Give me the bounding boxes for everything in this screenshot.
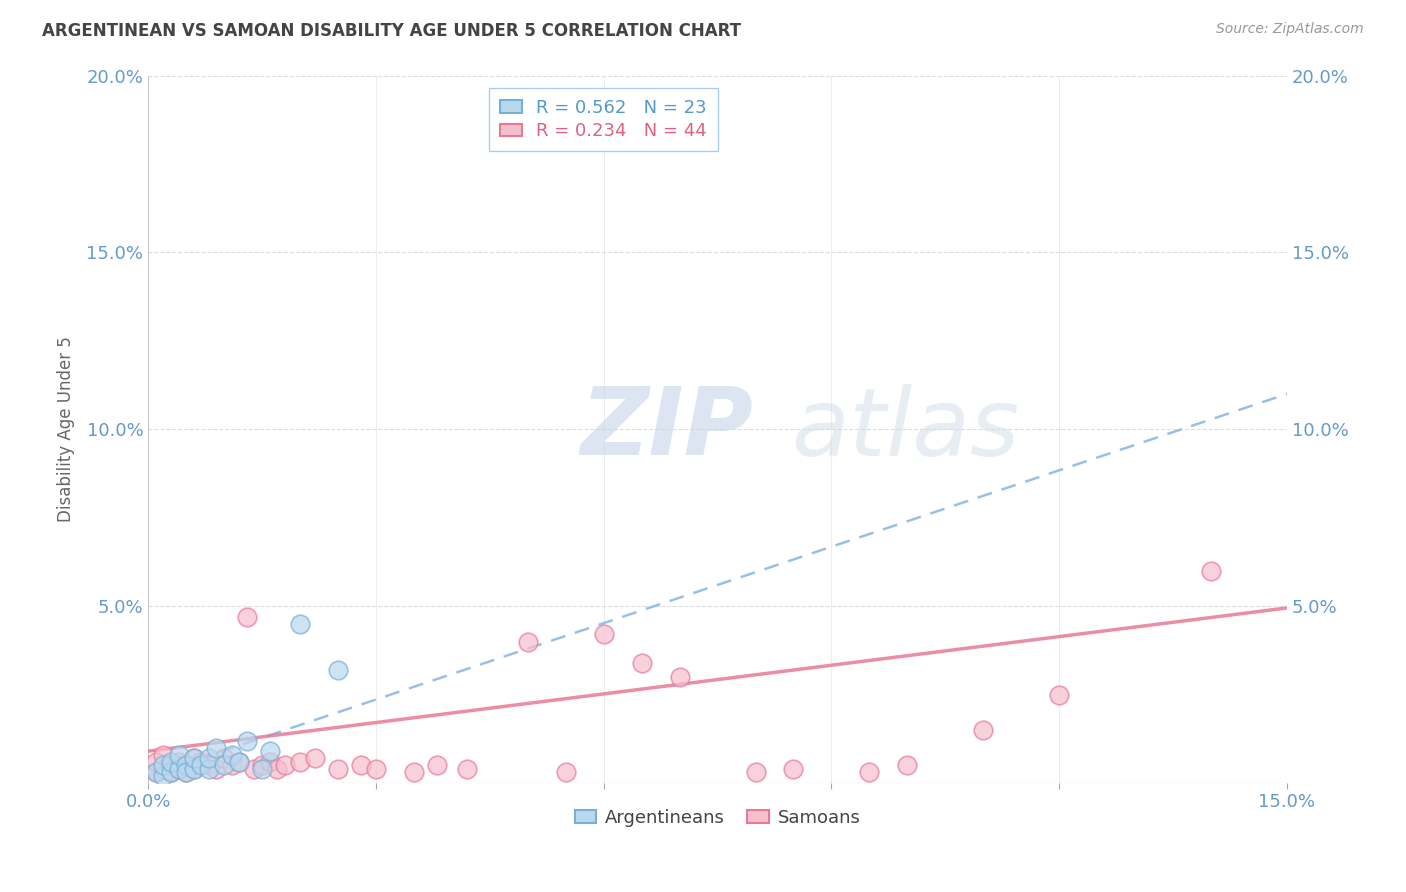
Point — [152, 762, 174, 776]
Point — [183, 762, 205, 776]
Point — [167, 755, 190, 769]
Point — [972, 723, 994, 737]
Point — [402, 765, 425, 780]
Point — [326, 663, 349, 677]
Point — [250, 762, 273, 776]
Point — [167, 762, 190, 776]
Point — [152, 758, 174, 772]
Point — [152, 769, 174, 783]
Point — [167, 762, 190, 776]
Point — [160, 765, 183, 780]
Point — [236, 733, 259, 747]
Point — [190, 758, 212, 772]
Point — [326, 762, 349, 776]
Point — [364, 762, 387, 776]
Point — [1199, 564, 1222, 578]
Point — [668, 670, 690, 684]
Point — [782, 762, 804, 776]
Point — [152, 747, 174, 762]
Point — [288, 755, 311, 769]
Y-axis label: Disability Age Under 5: Disability Age Under 5 — [58, 336, 75, 522]
Point — [228, 755, 250, 769]
Point — [554, 765, 576, 780]
Point — [744, 765, 766, 780]
Point — [174, 758, 197, 772]
Point — [145, 765, 167, 780]
Point — [259, 744, 281, 758]
Point — [304, 751, 326, 765]
Point — [228, 755, 250, 769]
Point — [212, 758, 235, 772]
Point — [266, 762, 288, 776]
Point — [1047, 688, 1070, 702]
Point — [145, 765, 167, 780]
Point — [198, 758, 221, 772]
Point — [592, 627, 614, 641]
Point — [160, 765, 183, 780]
Point — [259, 755, 281, 769]
Point — [630, 656, 652, 670]
Point — [160, 758, 183, 772]
Point — [190, 755, 212, 769]
Point — [205, 762, 228, 776]
Point — [456, 762, 478, 776]
Point — [250, 758, 273, 772]
Point — [145, 755, 167, 769]
Point — [183, 762, 205, 776]
Point — [221, 758, 243, 772]
Point — [174, 765, 197, 780]
Point — [198, 762, 221, 776]
Point — [274, 758, 297, 772]
Text: ZIP: ZIP — [581, 384, 754, 475]
Point — [426, 758, 449, 772]
Text: atlas: atlas — [792, 384, 1019, 475]
Point — [160, 755, 183, 769]
Point — [221, 747, 243, 762]
Point — [858, 765, 880, 780]
Point — [198, 751, 221, 765]
Point — [896, 758, 918, 772]
Point — [174, 758, 197, 772]
Point — [183, 751, 205, 765]
Point — [174, 765, 197, 780]
Point — [183, 751, 205, 765]
Text: ARGENTINEAN VS SAMOAN DISABILITY AGE UNDER 5 CORRELATION CHART: ARGENTINEAN VS SAMOAN DISABILITY AGE UND… — [42, 22, 741, 40]
Point — [205, 740, 228, 755]
Text: Source: ZipAtlas.com: Source: ZipAtlas.com — [1216, 22, 1364, 37]
Point — [167, 747, 190, 762]
Point — [516, 634, 538, 648]
Point — [288, 616, 311, 631]
Point — [236, 609, 259, 624]
Point — [212, 751, 235, 765]
Point — [350, 758, 373, 772]
Legend: Argentineans, Samoans: Argentineans, Samoans — [568, 802, 868, 834]
Point — [243, 762, 266, 776]
